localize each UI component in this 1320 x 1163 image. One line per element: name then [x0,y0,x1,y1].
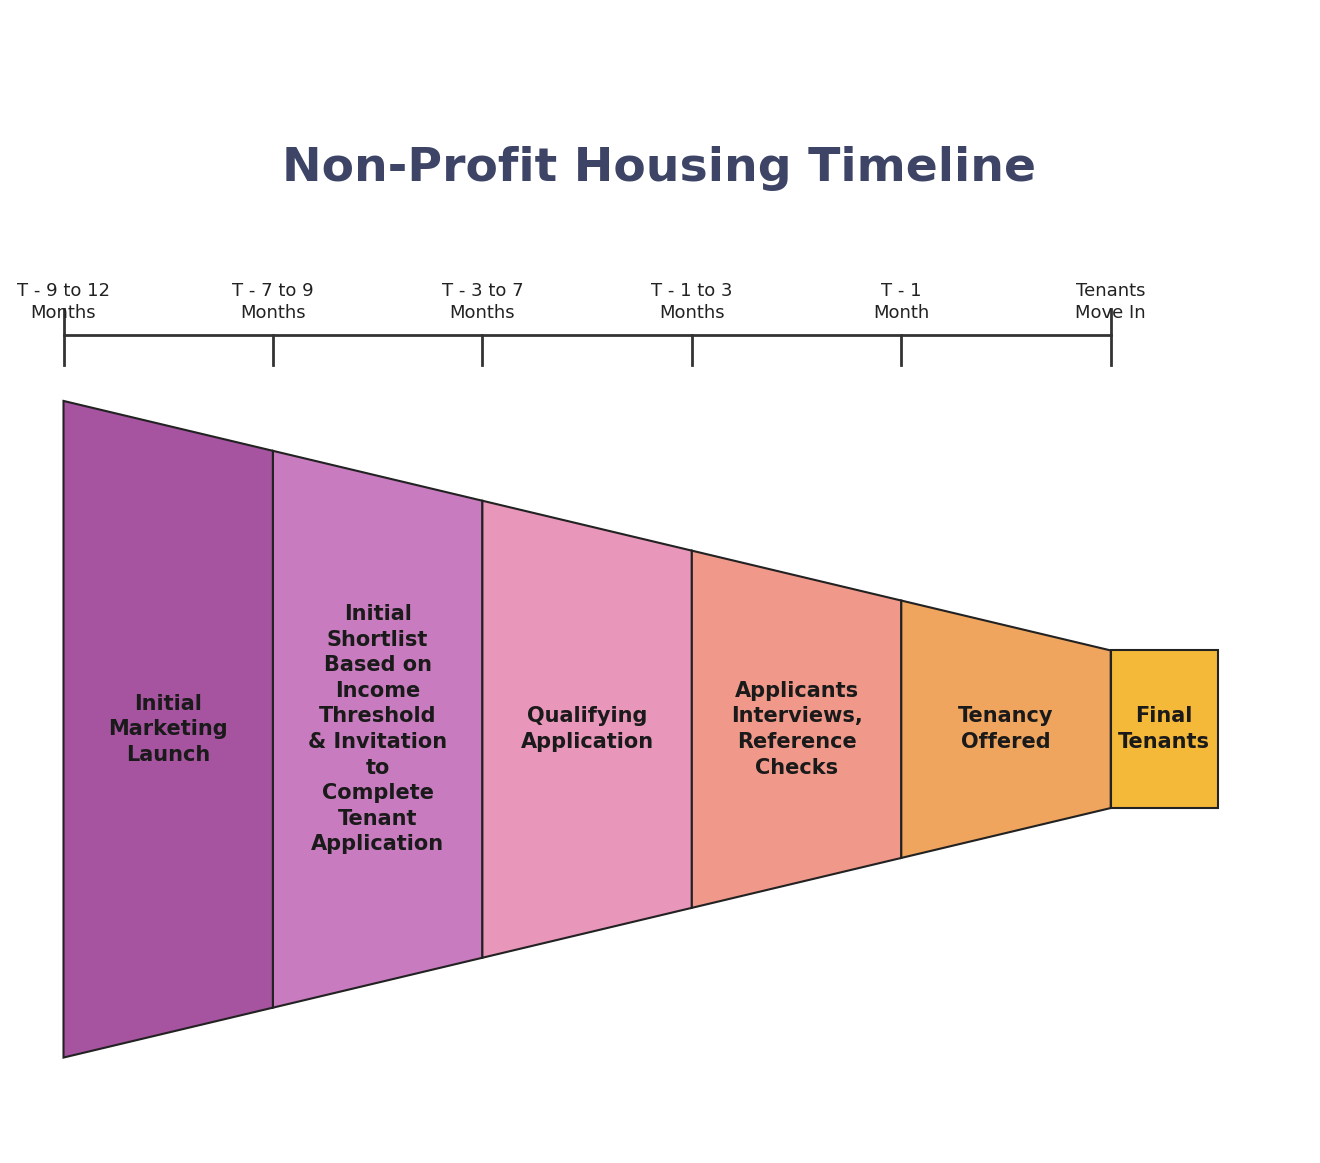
Polygon shape [1110,650,1218,808]
Text: Non-Profit Housing Timeline: Non-Profit Housing Timeline [281,145,1035,191]
Polygon shape [273,451,482,1007]
Text: Initial
Marketing
Launch: Initial Marketing Launch [108,693,228,765]
Polygon shape [902,600,1110,858]
Text: T - 9 to 12
Months: T - 9 to 12 Months [17,281,110,322]
Text: Applicants
Interviews,
Reference
Checks: Applicants Interviews, Reference Checks [731,680,862,778]
Text: T - 1 to 3
Months: T - 1 to 3 Months [651,281,733,322]
Text: T - 3 to 7
Months: T - 3 to 7 Months [442,281,523,322]
Text: Final
Tenants: Final Tenants [1118,706,1210,752]
Text: T - 1
Month: T - 1 Month [873,281,929,322]
Text: Tenancy
Offered: Tenancy Offered [958,706,1053,752]
Text: Qualifying
Application: Qualifying Application [520,706,653,752]
Text: T - 7 to 9
Months: T - 7 to 9 Months [232,281,314,322]
Text: Tenants
Move In: Tenants Move In [1076,281,1146,322]
Text: Initial
Shortlist
Based on
Income
Threshold
& Invitation
to
Complete
Tenant
Appl: Initial Shortlist Based on Income Thresh… [308,604,447,855]
Polygon shape [482,501,692,958]
Polygon shape [692,550,902,908]
Polygon shape [63,401,273,1057]
